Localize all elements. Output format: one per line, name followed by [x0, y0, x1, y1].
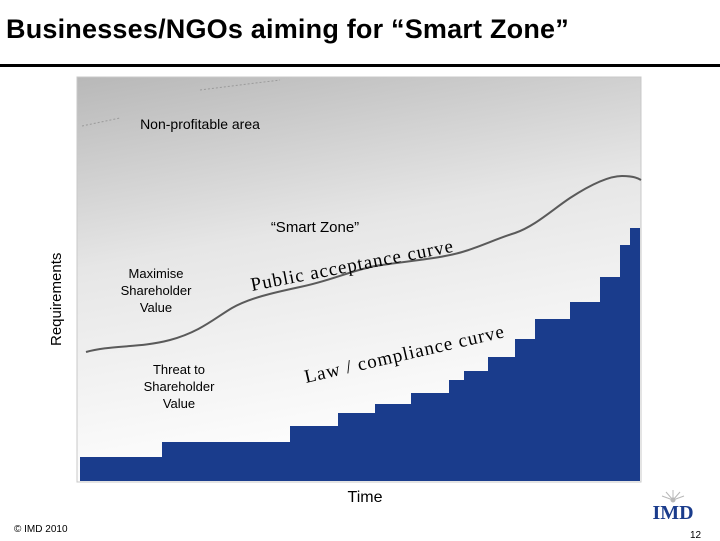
logo-text: IMD — [652, 502, 693, 524]
copyright-notice: © IMD 2010 — [14, 524, 68, 535]
threat-line-3: Value — [162, 396, 196, 411]
smart-zone-label: “Smart Zone” — [270, 219, 360, 236]
threat-to-shareholder-value-label: Threat to Shareholder Value — [124, 361, 234, 412]
y-axis-title: Requirements — [48, 252, 65, 346]
law-compliance-steps — [80, 228, 640, 481]
non-profitable-area-label: Non-profitable area — [140, 116, 260, 132]
imd-logo: IMD — [652, 490, 694, 524]
title-divider — [0, 64, 720, 67]
threat-line-2: Shareholder — [143, 379, 215, 394]
non-profitable-boundary-line — [81, 79, 281, 127]
maximise-line-1: Maximise — [128, 266, 184, 281]
maximise-line-3: Value — [139, 300, 173, 315]
logo-emblem-icon — [661, 490, 685, 503]
x-axis-title: Time — [347, 489, 383, 506]
slide-title: Businesses/NGOs aiming for “Smart Zone” — [6, 14, 569, 44]
threat-line-1: Threat to — [152, 362, 206, 377]
page-number: 12 — [690, 530, 702, 541]
public-acceptance-curve — [85, 174, 642, 353]
maximise-shareholder-value-label: Maximise Shareholder Value — [104, 265, 208, 316]
maximise-line-2: Shareholder — [120, 283, 192, 298]
